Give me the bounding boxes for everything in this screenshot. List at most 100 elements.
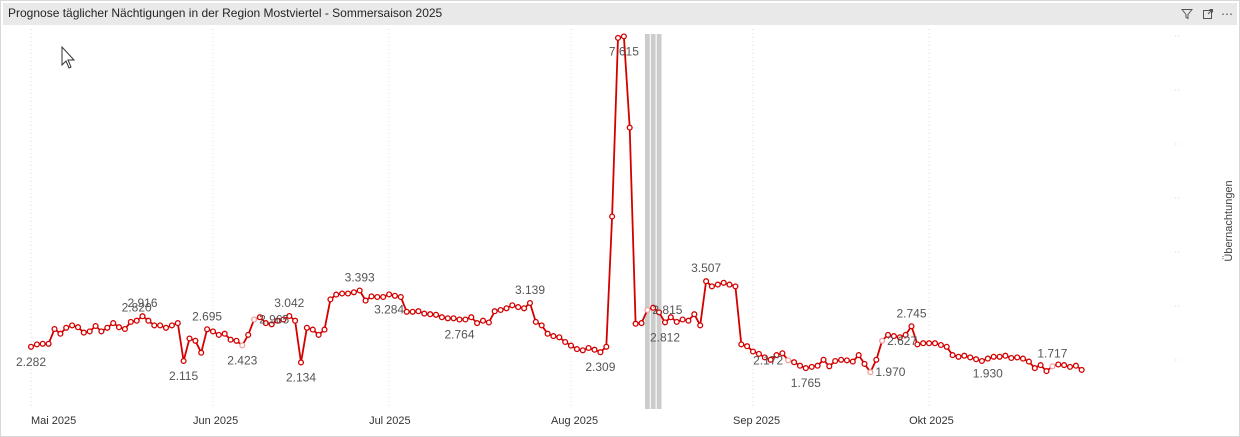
x-tick-label: Jul 2025 [369, 415, 411, 427]
data-point [708, 283, 715, 290]
data-point [350, 289, 357, 296]
data-point [691, 311, 698, 318]
data-point [1019, 355, 1027, 362]
data-point [526, 299, 534, 307]
x-tick-label: Jun 2025 [193, 415, 238, 427]
data-point [139, 313, 146, 320]
data-point [802, 365, 809, 372]
data-point [57, 330, 64, 337]
data-point [69, 322, 76, 329]
data-point [115, 324, 123, 331]
data-point [714, 281, 721, 288]
data-label: 2.820 [122, 301, 152, 315]
x-tick-label: Sep 2025 [733, 415, 780, 427]
data-point [914, 341, 921, 348]
y-axis-title: Übernachtungen [1223, 180, 1235, 261]
data-point [937, 341, 944, 349]
data-point [321, 326, 328, 333]
data-label: 2.812 [650, 330, 680, 344]
data-point [597, 349, 604, 356]
data-point [397, 293, 404, 301]
data-point [362, 297, 369, 304]
x-tick-label: Mai 2025 [31, 415, 76, 427]
data-point [145, 317, 152, 324]
data-label: 2.423 [227, 353, 257, 367]
data-point [732, 283, 739, 290]
data-point [755, 350, 762, 357]
data-point [814, 362, 821, 369]
data-point [532, 318, 539, 325]
data-point [98, 328, 105, 335]
data-point [251, 316, 258, 323]
data-point [409, 308, 416, 315]
data-point [168, 322, 175, 329]
data-point [280, 316, 287, 323]
data-point [374, 293, 381, 301]
data-point [1078, 366, 1085, 373]
data-point [544, 330, 551, 337]
data-point [855, 352, 862, 359]
data-point [468, 314, 475, 321]
data-point [767, 356, 774, 363]
data-point [368, 293, 375, 300]
data-point [427, 311, 434, 318]
data-point [509, 302, 516, 309]
data-point [650, 304, 657, 311]
data-point [1049, 363, 1056, 370]
focus-mode-icon[interactable] [1200, 6, 1216, 22]
data-point [133, 317, 140, 324]
data-point [990, 353, 997, 360]
data-point [309, 326, 316, 333]
data-point [984, 355, 991, 362]
data-point [121, 325, 128, 333]
data-point [421, 310, 428, 317]
data-point [838, 356, 845, 363]
data-point [620, 33, 627, 40]
data-label: 2.965 [259, 313, 289, 327]
data-point [931, 340, 939, 347]
data-point [485, 319, 492, 326]
data-point [51, 325, 58, 333]
visual-header: Prognose täglicher Nächtigungen in der R… [3, 3, 1237, 25]
data-point [902, 331, 909, 338]
data-point [80, 329, 87, 336]
data-point [749, 348, 757, 355]
data-point [344, 290, 352, 297]
data-point [456, 316, 463, 323]
more-options-icon[interactable]: ⋯ [1221, 7, 1233, 21]
data-point [192, 337, 199, 344]
data-label: 2.695 [192, 309, 222, 323]
data-point [186, 335, 193, 342]
data-label: 2.627 [887, 334, 917, 348]
data-point [45, 340, 52, 347]
highlight-band [656, 34, 662, 409]
data-point [221, 330, 228, 337]
highlight-band [650, 34, 656, 409]
data-label: 7.615 [609, 44, 639, 58]
data-point [1066, 363, 1074, 370]
data-point [920, 340, 927, 347]
data-point [274, 317, 281, 324]
data-point [462, 316, 469, 323]
data-point [1008, 354, 1015, 362]
data-point [39, 340, 46, 347]
data-point [432, 311, 440, 318]
data-label: 3.284 [374, 302, 404, 316]
data-point [474, 320, 481, 327]
data-point [204, 326, 211, 333]
data-label: 3.139 [515, 283, 545, 297]
data-label: 2.282 [16, 355, 46, 369]
data-point [685, 317, 692, 324]
data-point [1025, 358, 1032, 365]
data-point [550, 333, 557, 340]
data-point [497, 306, 504, 314]
data-label: 3.393 [345, 271, 375, 285]
data-point [521, 305, 528, 312]
data-point [884, 331, 892, 338]
data-point [779, 350, 786, 357]
data-point [256, 314, 263, 321]
filter-icon[interactable] [1179, 6, 1195, 22]
data-point [644, 306, 651, 314]
data-point [386, 291, 393, 298]
data-point [967, 354, 974, 361]
